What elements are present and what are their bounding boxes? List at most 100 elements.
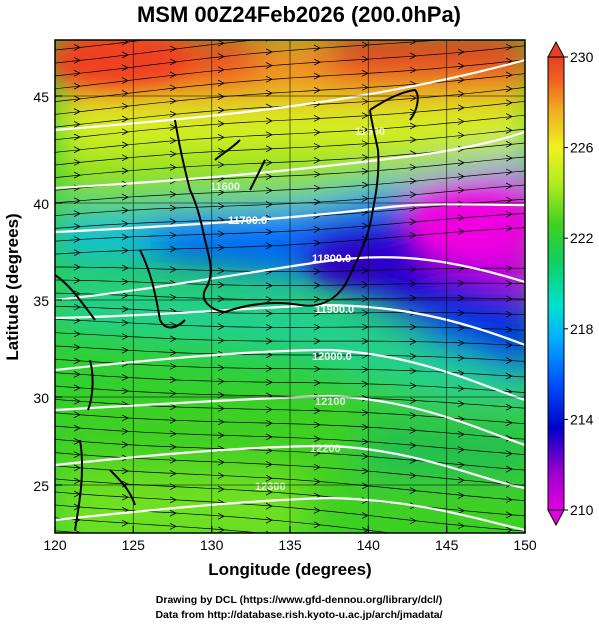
streamline-arrowhead — [506, 542, 512, 548]
streamline-arrowhead — [409, 472, 417, 479]
streamline-arrowhead — [121, 319, 129, 327]
streamline-arrowhead — [409, 280, 417, 287]
streamline-arrowhead — [505, 71, 513, 79]
credit-drawing: Drawing by DCL (https://www.gfd-dennou.o… — [156, 594, 442, 606]
streamline-arrowhead — [217, 364, 225, 372]
svg-text:12300: 12300 — [255, 481, 286, 493]
streamline-arrowhead — [121, 278, 129, 286]
streamline-arrowhead — [457, 145, 465, 153]
streamline-arrowhead — [169, 71, 177, 79]
streamline-arrowhead — [409, 382, 417, 390]
streamline-arrowhead — [313, 282, 321, 289]
streamline-arrowhead — [314, 31, 320, 37]
streamline-arrowhead — [73, 277, 81, 284]
x-tick-label: 145 — [435, 537, 459, 553]
streamline-arrowhead — [409, 108, 417, 116]
streamline-arrowhead — [409, 352, 417, 360]
streamline-arrowhead — [457, 62, 465, 70]
streamline-arrowhead — [457, 354, 465, 362]
streamline-arrowhead — [409, 323, 417, 331]
streamline-arrowhead — [313, 351, 321, 359]
streamline-arrowhead — [506, 2, 512, 8]
streamline-arrowhead — [313, 507, 321, 514]
streamline-arrowhead — [409, 427, 417, 434]
streamline-arrowhead — [73, 263, 81, 271]
streamline-arrowhead — [265, 351, 273, 359]
streamline-arrowhead — [73, 357, 81, 365]
streamline-arrowhead — [505, 310, 513, 318]
svg-text:11900.0: 11900.0 — [315, 304, 354, 316]
streamline-arrowhead — [409, 66, 417, 74]
streamline-arrowhead — [313, 449, 321, 457]
streamline-arrowhead — [73, 477, 81, 485]
streamline-arrowhead — [313, 226, 321, 233]
streamline-arrowhead — [409, 218, 417, 226]
streamline-arrowhead — [169, 456, 177, 464]
streamline-arrowhead — [457, 446, 465, 453]
streamline-arrowhead — [409, 367, 417, 375]
streamline-arrowhead — [457, 400, 465, 408]
streamline-arrowhead — [409, 177, 417, 185]
x-tick-label: 130 — [200, 537, 224, 553]
streamline-arrowhead — [313, 521, 321, 529]
streamline-arrowhead — [265, 337, 273, 345]
streamline-arrowhead — [217, 40, 225, 47]
streamline-arrowhead — [217, 281, 225, 289]
colorbar-tick-label: 222 — [570, 230, 594, 246]
x-tick-label: 140 — [357, 537, 381, 553]
streamline-arrowhead — [457, 309, 465, 317]
colorbar-tick-label: 214 — [570, 411, 594, 427]
streamline-arrowhead — [169, 204, 177, 212]
streamline-arrowhead — [73, 159, 81, 166]
streamline-arrowhead — [73, 397, 81, 405]
streamline-arrowhead — [121, 414, 129, 422]
streamline-arrowhead — [73, 411, 81, 419]
streamline-arrowhead — [169, 522, 177, 530]
streamline-arrowhead — [217, 432, 225, 439]
y-tick-label: 25 — [33, 478, 49, 494]
streamline-arrowhead — [169, 430, 177, 438]
streamline-arrowhead — [505, 85, 513, 93]
streamline-arrowhead — [457, 228, 465, 235]
streamline-arrowhead — [265, 201, 273, 208]
streamline-arrowhead — [409, 397, 417, 404]
streamline-arrowhead — [121, 64, 129, 72]
streamline-arrowhead — [121, 264, 129, 272]
streamline-arrowhead — [217, 147, 225, 155]
streamline-arrowhead — [265, 433, 273, 441]
streamline-arrowhead — [73, 330, 81, 338]
streamline-arrowhead — [313, 198, 321, 206]
x-tick-label: 135 — [278, 537, 302, 553]
streamline-arrowhead — [73, 108, 81, 115]
streamline-arrowhead — [313, 421, 321, 429]
streamline-arrowhead — [409, 487, 417, 495]
streamline-arrowhead — [217, 79, 225, 87]
streamline-arrowhead — [314, 551, 320, 557]
streamline-arrowhead — [121, 346, 129, 354]
streamline-arrowhead — [457, 173, 465, 180]
streamline-arrowhead — [313, 143, 321, 150]
svg-text:12000.0: 12000.0 — [312, 351, 352, 363]
streamline-arrowhead — [265, 474, 273, 482]
streamline-arrowhead — [121, 128, 129, 136]
streamline-arrowhead — [169, 496, 177, 504]
streamline-arrowhead — [265, 117, 273, 125]
streamline-arrowhead — [505, 326, 513, 333]
streamline-arrowhead — [217, 295, 225, 303]
streamline-arrowhead — [217, 120, 225, 128]
streamline-arrowhead — [505, 496, 513, 504]
streamline-arrowhead — [505, 168, 513, 176]
streamline-arrowhead — [265, 187, 273, 194]
streamline-arrowhead — [169, 97, 177, 105]
streamline-arrowhead — [313, 184, 321, 192]
streamline-arrowhead — [169, 245, 177, 253]
streamline-arrowhead — [73, 344, 81, 351]
streamline-arrowhead — [457, 430, 465, 438]
streamline-arrowhead — [217, 418, 225, 426]
streamline-arrowhead — [505, 127, 513, 134]
streamline-arrowhead — [313, 463, 321, 471]
streamline-arrowhead — [409, 517, 417, 525]
streamline-arrowhead — [169, 191, 177, 198]
streamline-arrowhead — [73, 44, 81, 51]
streamline-arrowhead — [217, 93, 225, 100]
